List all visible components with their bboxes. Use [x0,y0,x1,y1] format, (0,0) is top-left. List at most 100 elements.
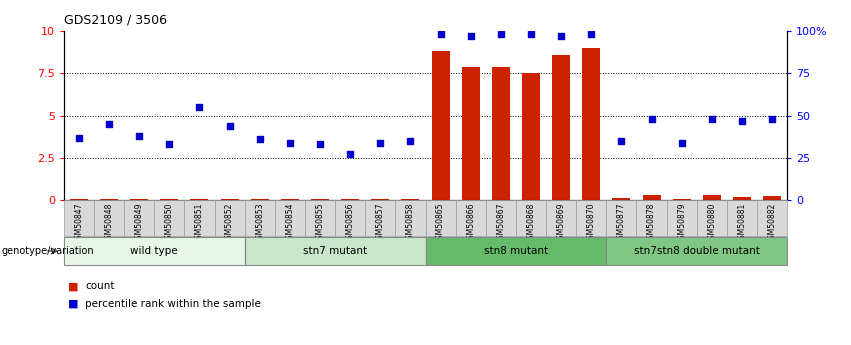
Bar [546,200,576,236]
Bar [576,200,607,236]
Bar [130,199,148,200]
Bar [160,199,179,200]
Text: GSM50881: GSM50881 [738,203,746,244]
Text: GSM50882: GSM50882 [768,203,777,244]
Bar [220,199,238,200]
Text: GSM50879: GSM50879 [677,203,686,245]
Text: GSM50868: GSM50868 [527,203,535,244]
Text: percentile rank within the sample: percentile rank within the sample [85,299,261,308]
Text: stn7 mutant: stn7 mutant [303,246,367,256]
Text: GSM50850: GSM50850 [165,203,174,245]
Point [374,140,387,145]
Bar [281,199,299,200]
Bar [703,195,721,200]
Point [524,32,538,37]
Bar [341,199,359,200]
Text: GSM50877: GSM50877 [617,203,625,245]
Text: GSM50854: GSM50854 [285,203,294,245]
Bar [251,199,269,200]
Text: GSM50865: GSM50865 [436,203,445,245]
Bar [697,200,727,236]
Text: ■: ■ [68,299,78,308]
Bar [607,200,637,236]
Bar [727,200,757,236]
Bar [64,237,245,265]
Bar [637,200,666,236]
Point [735,118,749,124]
Text: stn8 mutant: stn8 mutant [484,246,548,256]
Bar [522,73,540,200]
Point [133,133,146,139]
Bar [492,67,510,200]
Point [585,32,598,37]
Text: GSM50880: GSM50880 [707,203,717,244]
Point [403,138,417,144]
Bar [643,195,660,200]
Text: stn7stn8 double mutant: stn7stn8 double mutant [634,246,760,256]
Bar [191,199,208,200]
Bar [461,67,480,200]
Bar [396,200,426,236]
Bar [672,199,691,200]
Text: GSM50847: GSM50847 [74,203,83,245]
Bar [607,237,787,265]
Bar [455,200,486,236]
Point [192,104,206,110]
Text: GSM50856: GSM50856 [346,203,355,245]
Bar [214,200,245,236]
Text: ■: ■ [68,282,78,291]
Point [72,135,86,140]
Point [614,138,628,144]
Point [765,116,779,122]
Bar [245,237,426,265]
Point [163,141,176,147]
Bar [275,200,305,236]
Bar [365,200,396,236]
Text: GSM50867: GSM50867 [496,203,505,245]
Text: GSM50878: GSM50878 [647,203,656,244]
Point [253,137,266,142]
Bar [185,200,214,236]
Text: GSM50853: GSM50853 [255,203,264,245]
Text: GSM50849: GSM50849 [134,203,144,245]
Point [223,123,237,128]
Text: GSM50848: GSM50848 [105,203,113,244]
Bar [154,200,185,236]
Text: GSM50852: GSM50852 [226,203,234,244]
Bar [552,55,570,200]
Bar [431,51,449,200]
Point [675,140,688,145]
Text: GSM50855: GSM50855 [316,203,324,245]
Point [313,141,327,147]
Text: genotype/variation: genotype/variation [2,246,94,256]
Bar [516,200,546,236]
Bar [335,200,365,236]
Point [343,152,357,157]
Text: GSM50857: GSM50857 [376,203,385,245]
Point [705,116,718,122]
Point [283,140,297,145]
Bar [402,199,420,200]
Bar [757,200,787,236]
Bar [426,200,455,236]
Point [645,116,659,122]
Bar [245,200,275,236]
Point [554,33,568,39]
Bar [64,200,94,236]
Point [494,32,508,37]
Text: wild type: wild type [130,246,178,256]
Text: count: count [85,282,115,291]
Text: GSM50851: GSM50851 [195,203,204,244]
Text: GSM50869: GSM50869 [557,203,566,245]
Point [434,32,448,37]
Point [102,121,116,127]
Bar [733,197,751,200]
Bar [305,200,335,236]
Bar [763,196,781,200]
Bar [426,237,606,265]
Text: GSM50866: GSM50866 [466,203,475,245]
Text: GDS2109 / 3506: GDS2109 / 3506 [64,14,167,27]
Bar [70,199,88,200]
Text: GSM50858: GSM50858 [406,203,415,244]
Bar [371,199,389,200]
